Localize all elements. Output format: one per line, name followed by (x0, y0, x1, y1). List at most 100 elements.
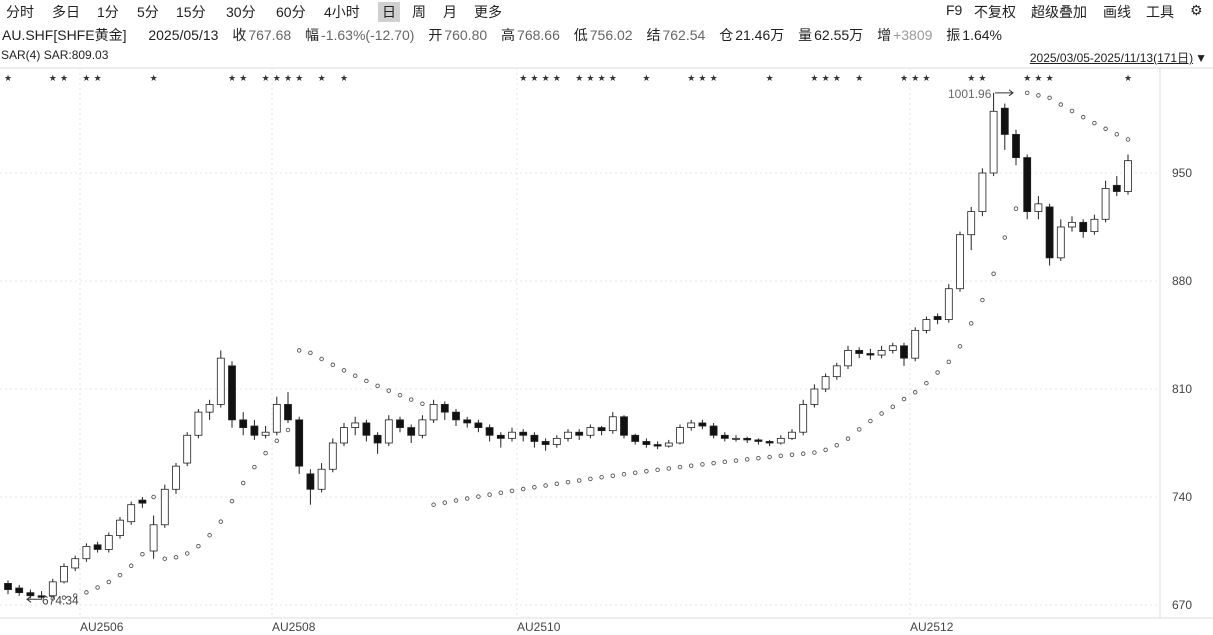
star-marker: ★ (49, 73, 57, 83)
open-label: 开 (428, 27, 443, 43)
candle-body (440, 404, 449, 413)
star-marker: ★ (900, 73, 908, 83)
period-2[interactable]: 1分 (97, 4, 119, 20)
star-marker: ★ (553, 73, 561, 83)
period-6[interactable]: 60分 (276, 4, 306, 20)
sar-dot (84, 590, 89, 595)
sar-dot (341, 368, 347, 373)
sar-dot (453, 498, 459, 503)
candle-body (250, 425, 259, 436)
date-range-label[interactable]: 2025/03/05-2025/11/13(171日) (1029, 51, 1194, 65)
period-7[interactable]: 4小时 (324, 4, 360, 20)
sar-dot (1058, 102, 1064, 107)
sar-dot (364, 378, 369, 384)
candle-body (1023, 157, 1032, 212)
period-1[interactable]: 多日 (52, 4, 80, 20)
sar-dot (554, 481, 560, 487)
candle-body (272, 404, 281, 433)
arrow-right-icon (995, 89, 1014, 97)
sar-dot (330, 362, 336, 368)
gear-icon[interactable]: ⚙ (1190, 2, 1203, 18)
sar-dot (397, 392, 403, 398)
sar-dot (173, 554, 179, 560)
period-4[interactable]: 15分 (176, 4, 206, 20)
candle-body (1012, 134, 1020, 158)
candle-body (519, 431, 528, 436)
y-tick-label: 670 (1172, 598, 1192, 612)
candle-body (71, 558, 80, 569)
y-tick-label: 810 (1172, 382, 1192, 396)
triangle-down-icon[interactable]: ▼ (1195, 51, 1207, 65)
star-marker: ★ (542, 73, 550, 83)
star-marker: ★ (82, 73, 90, 83)
candle-body (1034, 203, 1043, 212)
sar-dot (722, 459, 728, 465)
star-marker: ★ (698, 73, 706, 83)
candle-body (900, 345, 908, 359)
star-marker: ★ (94, 73, 102, 83)
toolbar-right-0[interactable]: F9 (946, 2, 963, 18)
star-marker: ★ (60, 73, 68, 83)
toolbar-right-3[interactable]: 画线 (1103, 4, 1131, 20)
candle-body (608, 416, 617, 432)
sar-dot (834, 443, 840, 448)
period-9[interactable]: 周 (412, 4, 426, 20)
sar-dot (856, 427, 862, 432)
sar-dot (767, 454, 772, 460)
candle-body (676, 427, 684, 444)
sar-dot (509, 488, 515, 494)
period-11[interactable]: 更多 (474, 4, 502, 20)
sar-dot (375, 383, 380, 389)
sar-dot (912, 390, 918, 395)
toolbar-right-1[interactable]: 不复权 (974, 4, 1016, 20)
sar-dot (184, 551, 190, 556)
star-marker: ★ (822, 73, 830, 83)
sar-dot (229, 498, 235, 504)
candle-body (149, 524, 158, 552)
sar-dot (263, 450, 268, 456)
candle-body (620, 416, 628, 436)
candle-body (664, 442, 673, 447)
period-10[interactable]: 月 (443, 4, 457, 20)
high-annotation: 1001.96 (948, 87, 992, 101)
star-marker: ★ (318, 73, 326, 83)
sar-dot (1024, 90, 1030, 96)
candle-body (373, 434, 382, 444)
toolbar-right-2[interactable]: 超级叠加 (1031, 4, 1087, 20)
candle-body (485, 427, 494, 436)
period-8[interactable]: 日 (378, 2, 400, 22)
sar-dot (140, 551, 145, 557)
candle-body (1101, 188, 1110, 220)
candle-body (776, 437, 785, 444)
candle-body (362, 422, 371, 436)
star-marker: ★ (1046, 73, 1054, 83)
candle-body (888, 345, 897, 351)
open-value: 760.80 (444, 27, 488, 43)
candle-body (396, 419, 404, 428)
date-range-selector[interactable]: 2025/03/05-2025/11/13(171日) ▼ (1030, 49, 1207, 66)
candle-body (1079, 221, 1088, 233)
period-3[interactable]: 5分 (137, 4, 159, 20)
candle-body (407, 427, 416, 436)
candle-body (877, 350, 886, 356)
sar-dot (1047, 95, 1052, 101)
oi-change-value: +3809 (893, 27, 933, 43)
candle-body (317, 468, 326, 490)
candle-body (944, 288, 953, 320)
period-0[interactable]: 分时 (6, 4, 34, 20)
star-marker: ★ (967, 73, 975, 83)
period-5[interactable]: 30分 (226, 4, 256, 20)
candle-body (418, 419, 427, 436)
sar-dot (95, 585, 100, 590)
candle-body (26, 592, 35, 597)
sar-dot (442, 500, 448, 505)
sar-dot (476, 494, 481, 499)
sar-dot (968, 321, 974, 326)
sar-dot (487, 492, 492, 497)
candle-body (810, 388, 819, 405)
candle-body (765, 441, 774, 444)
change-value: -1.63%(-12.70) (321, 27, 415, 43)
sar-dot (924, 380, 929, 386)
toolbar-right-4[interactable]: 工具 (1146, 4, 1174, 20)
